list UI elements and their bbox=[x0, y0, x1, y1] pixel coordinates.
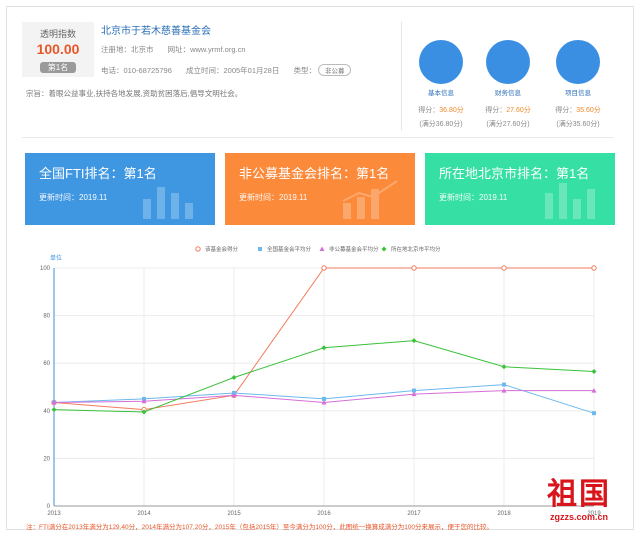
nonpublic-rank-card: 非公募基金会排名：第1名 更新时间：2019.11 bbox=[225, 153, 415, 225]
info-line-1: 注册地：北京市 网址：www.yrmf.org.cn bbox=[101, 44, 258, 55]
legend-marker bbox=[319, 246, 325, 251]
founded-date: 成立时间：2005年01月28日 bbox=[185, 66, 280, 75]
score-basic-info[interactable]: 基本信息 得分：36.80分 (满分36.80分) bbox=[411, 40, 471, 129]
chart-footnote: 注：FTI满分在2013年满分为129.40分，2014年满分为107.20分，… bbox=[26, 524, 494, 531]
line-chart-svg: 单位 0 20 40 60 80 100 2013 2014 2015 2016 2017 2018 20… bbox=[40, 245, 601, 517]
card-title: 非公募基金会排名：第1名 bbox=[239, 166, 390, 181]
watermark-url: zgzzs.com.cn bbox=[549, 512, 608, 522]
website-link[interactable]: www.yrmf.org.cn bbox=[190, 45, 246, 54]
data-point bbox=[501, 388, 507, 393]
x-tick-label: 2019 bbox=[587, 511, 601, 517]
y-tick-label: 40 bbox=[43, 409, 50, 415]
y-tick-label: 100 bbox=[40, 266, 51, 272]
local-rank-card: 所在地北京市排名：第1名 更新时间：2019.11 bbox=[425, 153, 615, 225]
legend-label: 全国基金会平均分 bbox=[267, 245, 312, 253]
legend-marker bbox=[195, 246, 201, 252]
basic-info-label: 基本信息 bbox=[428, 90, 454, 97]
basic-info-circle[interactable] bbox=[419, 40, 463, 84]
financial-info-circle[interactable] bbox=[486, 40, 530, 84]
data-point bbox=[411, 391, 417, 397]
financial-info-label: 财务信息 bbox=[495, 90, 521, 97]
section-divider bbox=[401, 22, 402, 130]
watermark-logo: 祖国 zgzzs.com.cn bbox=[534, 478, 624, 528]
bar-chart-icon bbox=[545, 183, 595, 219]
data-point bbox=[411, 338, 417, 344]
data-point bbox=[231, 374, 237, 380]
type-tag: 非公募 bbox=[317, 64, 352, 76]
financial-info-full: (满分27.60分) bbox=[486, 121, 530, 128]
data-point bbox=[141, 409, 147, 415]
data-point bbox=[502, 382, 506, 387]
card-title: 全国FTI排名：第1名 bbox=[39, 166, 157, 181]
website-label: 网址： bbox=[167, 45, 191, 54]
project-info-circle[interactable] bbox=[556, 40, 600, 84]
data-point bbox=[501, 364, 507, 370]
x-tick-label: 2017 bbox=[407, 511, 421, 517]
data-point bbox=[321, 399, 327, 405]
data-point bbox=[321, 345, 327, 351]
index-value: 100.00 bbox=[36, 41, 80, 57]
project-info-label: 项目信息 bbox=[565, 90, 591, 97]
score-financial-info[interactable]: 财务信息 得分：27.60分 (满分27.60分) bbox=[478, 40, 538, 129]
org-name-link[interactable]: 北京市于若木慈善基金会 bbox=[101, 26, 211, 37]
x-tick-label: 2013 bbox=[47, 511, 61, 517]
x-tick-label: 2014 bbox=[137, 511, 151, 517]
x-tick-label: 2015 bbox=[227, 511, 241, 517]
x-tick-label: 2016 bbox=[317, 511, 331, 517]
score-project-info[interactable]: 项目信息 得分：35.60分 (满分35.60分) bbox=[548, 40, 608, 129]
card-title: 所在地北京市排名：第1名 bbox=[439, 166, 590, 181]
project-info-score: 得分：35.60分 bbox=[555, 107, 601, 114]
info-line-2: 电话：010-68725796 成立时间：2005年01月28日 类型： 非公募 bbox=[101, 64, 363, 76]
legend-label: 所在地北京市平均分 bbox=[391, 245, 441, 253]
legend-marker bbox=[381, 246, 387, 252]
data-point bbox=[231, 392, 237, 398]
bar-chart-icon bbox=[143, 187, 193, 219]
trend-chart-icon bbox=[342, 180, 398, 219]
data-point bbox=[51, 407, 57, 413]
data-point bbox=[322, 396, 326, 401]
project-info-full: (满分35.60分) bbox=[556, 121, 600, 128]
data-point bbox=[501, 265, 507, 271]
data-point bbox=[592, 411, 596, 416]
national-rank-card: 全国FTI排名：第1名 更新时间：2019.11 bbox=[25, 153, 215, 225]
y-tick-label: 60 bbox=[43, 361, 50, 367]
data-point bbox=[51, 399, 57, 405]
rank-badge: 第1名 bbox=[39, 62, 77, 73]
y-tick-label: 80 bbox=[43, 314, 50, 320]
score-trend-chart: 单位 0 20 40 60 80 100 2013 2014 2015 2016 2017 2018 20… bbox=[28, 240, 620, 520]
mission-text: 宗旨：着眼公益事业,扶持各地发展,资助贫困落后,倡导文明社会。 bbox=[26, 89, 243, 98]
data-point bbox=[591, 265, 597, 271]
legend-label: 该基金会得分 bbox=[205, 245, 239, 253]
financial-info-score: 得分：27.60分 bbox=[485, 107, 531, 114]
legend-label: 非公募基金会平均分 bbox=[329, 245, 379, 253]
phone: 电话：010-68725796 bbox=[101, 66, 172, 75]
card-update-time: 更新时间：2019.11 bbox=[239, 193, 308, 202]
data-point bbox=[141, 398, 147, 404]
y-axis-unit: 单位 bbox=[50, 254, 62, 262]
y-tick-label: 20 bbox=[43, 456, 50, 462]
legend-marker bbox=[258, 247, 262, 251]
basic-info-score: 得分：36.80分 bbox=[418, 107, 464, 114]
data-point bbox=[411, 265, 417, 271]
y-tick-label: 0 bbox=[47, 504, 51, 510]
watermark-text: 祖国 bbox=[547, 477, 611, 512]
basic-info-full: (满分36.80分) bbox=[419, 121, 463, 128]
horizontal-divider bbox=[22, 137, 614, 138]
type-label: 类型： bbox=[293, 66, 316, 75]
card-update-time: 更新时间：2019.11 bbox=[439, 193, 508, 202]
card-update-time: 更新时间：2019.11 bbox=[39, 193, 108, 202]
reg-place: 注册地：北京市 bbox=[101, 45, 154, 54]
data-point bbox=[321, 265, 327, 271]
transparency-index-box: 透明指数 100.00 第1名 bbox=[22, 22, 94, 77]
data-point bbox=[412, 388, 416, 393]
x-tick-label: 2018 bbox=[497, 511, 511, 517]
index-label: 透明指数 bbox=[39, 29, 76, 39]
data-point bbox=[591, 388, 597, 393]
data-point bbox=[591, 369, 597, 375]
